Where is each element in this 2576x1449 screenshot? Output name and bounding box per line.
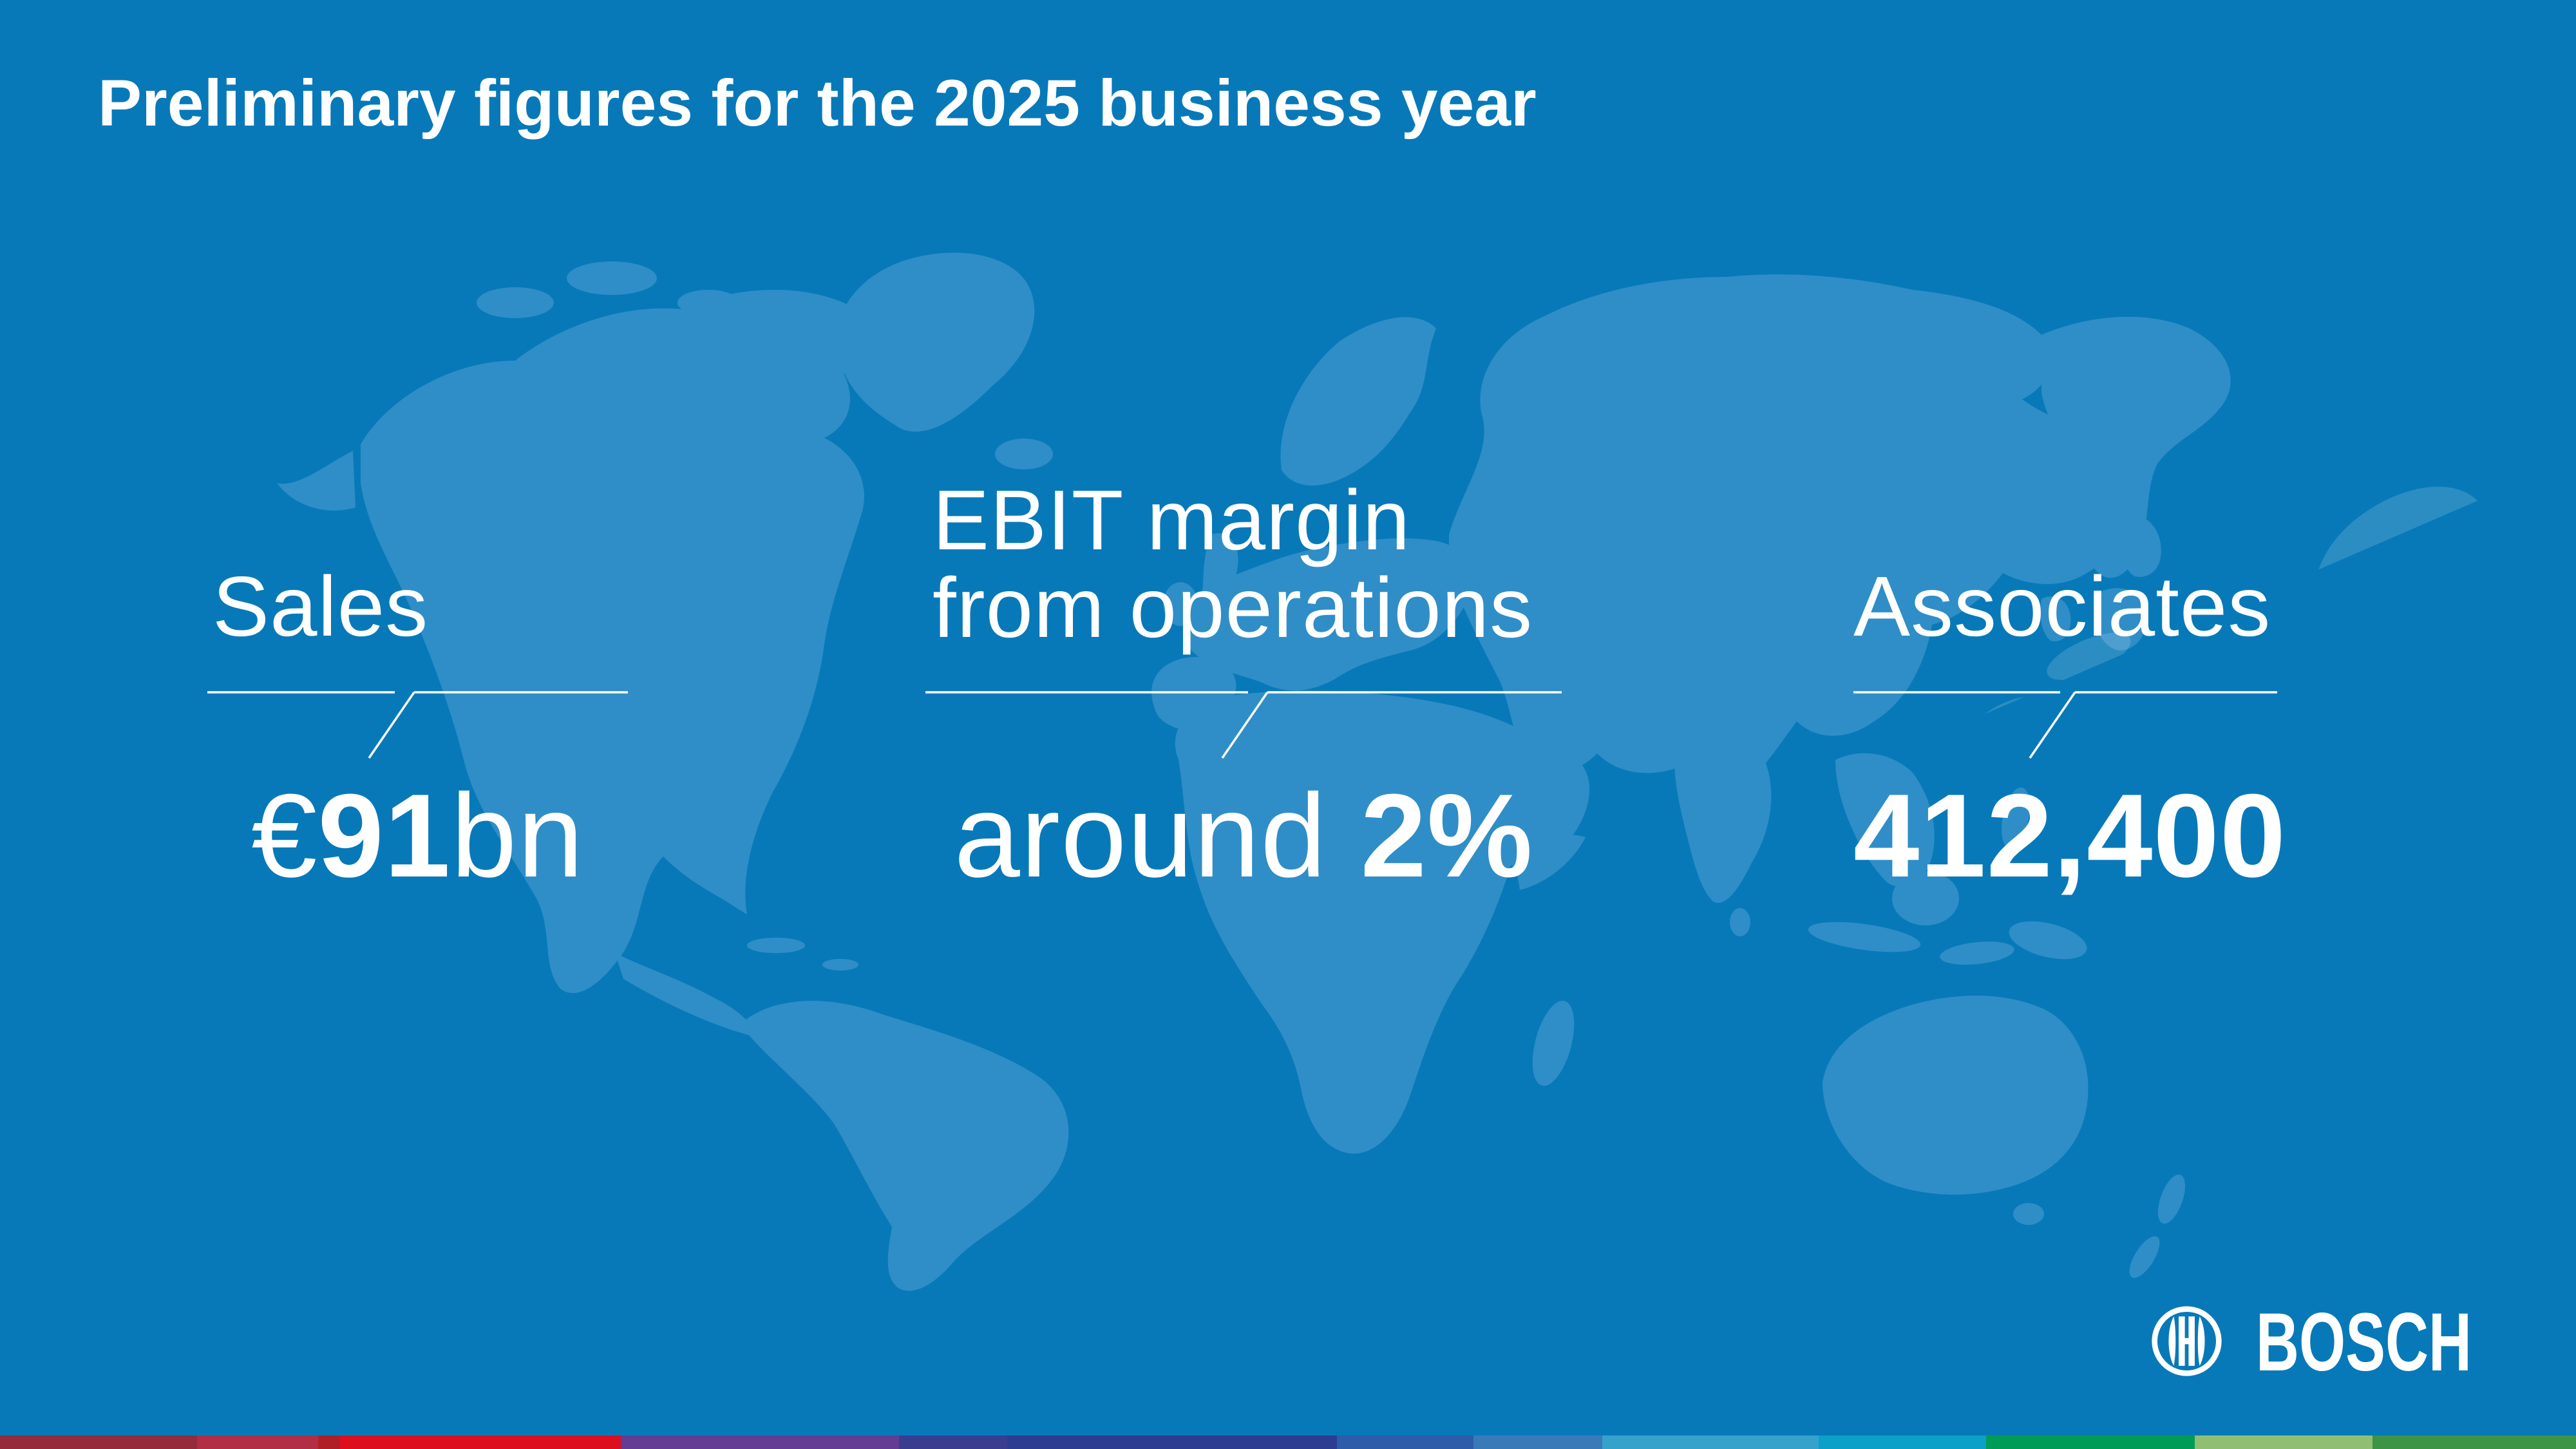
color-bar-segment bbox=[1819, 1435, 1986, 1449]
color-bar-segment bbox=[0, 1435, 197, 1449]
color-bar-segment bbox=[621, 1435, 899, 1449]
color-bar-segment bbox=[2195, 1435, 2372, 1449]
stat-ebit-margin-divider-line bbox=[925, 691, 1562, 759]
bosch-wordmark-text: BOSCH bbox=[2256, 1304, 2472, 1378]
stat-ebit-margin-value-bold: 2% bbox=[1360, 769, 1533, 902]
stat-ebit-margin: EBIT margin from operations around 2% bbox=[925, 0, 1562, 1449]
stat-associates-value-bold: 412,400 bbox=[1853, 769, 2287, 902]
stat-sales-label: Sales bbox=[213, 563, 628, 650]
color-bar-segment bbox=[1473, 1435, 1602, 1449]
stat-ebit-margin-label-line1: EBIT margin bbox=[933, 473, 1411, 567]
stat-ebit-margin-label: EBIT margin from operations bbox=[933, 477, 1562, 652]
stat-associates-value: 412,400 bbox=[1853, 774, 2286, 896]
stat-associates: Associates 412,400 bbox=[1853, 0, 2286, 1449]
bosch-anchor-armature-icon bbox=[2152, 1306, 2222, 1376]
color-bar-segment bbox=[899, 1435, 1007, 1449]
color-bar-segment bbox=[1337, 1435, 1473, 1449]
brand-color-bar bbox=[0, 1435, 2576, 1449]
color-bar-segment bbox=[1007, 1435, 1337, 1449]
bosch-wordmark: BOSCH bbox=[2256, 1304, 2472, 1378]
stat-sales-value-prefix: € bbox=[251, 769, 318, 902]
stat-associates-divider-line bbox=[1853, 691, 2277, 759]
stat-ebit-margin-label-line2: from operations bbox=[933, 560, 1533, 655]
stat-sales-divider-line bbox=[207, 691, 628, 759]
bosch-logo: BOSCH bbox=[2150, 1304, 2475, 1378]
color-bar-segment bbox=[1986, 1435, 2195, 1449]
stat-sales-value-bold: 91 bbox=[317, 769, 451, 902]
stat-associates-label-line1: Associates bbox=[1853, 559, 2271, 654]
stat-sales-value-suffix: bn bbox=[451, 769, 584, 902]
stat-associates-label: Associates bbox=[1853, 563, 2277, 650]
color-bar-segment bbox=[340, 1435, 621, 1449]
stat-ebit-margin-value: around 2% bbox=[925, 774, 1562, 896]
color-bar-segment bbox=[1602, 1435, 1819, 1449]
color-bar-segment bbox=[197, 1435, 318, 1449]
stat-ebit-margin-value-prefix: around bbox=[954, 769, 1361, 902]
stat-sales-value: €91bn bbox=[207, 774, 628, 896]
color-bar-segment bbox=[318, 1435, 340, 1449]
page-title: Preliminary figures for the 2025 busines… bbox=[98, 66, 1537, 140]
stat-sales-label-line1: Sales bbox=[213, 559, 429, 654]
stat-sales: Sales €91bn bbox=[207, 0, 628, 1449]
color-bar-segment bbox=[2372, 1435, 2576, 1449]
